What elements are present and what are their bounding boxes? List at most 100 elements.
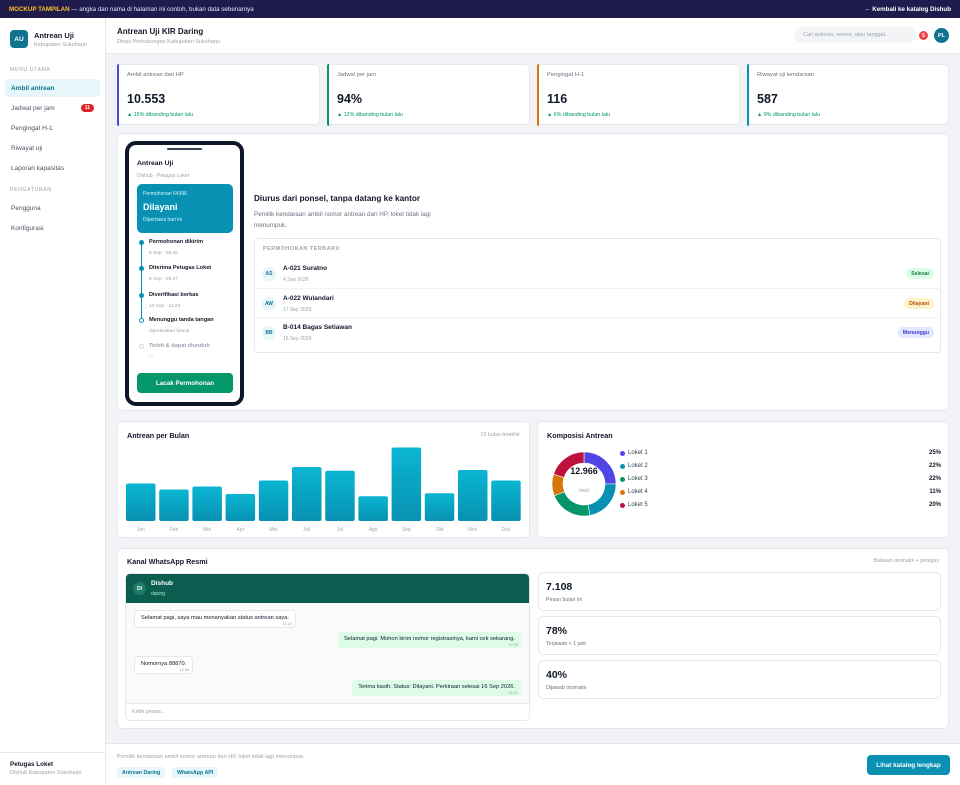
kpi-delta: ▲ 12% dibanding bulan lalu xyxy=(337,112,403,118)
queue-composition-card: Komposisi Antrean 12.966 total Loket 1 25… xyxy=(537,421,949,538)
sidebar-item-konfigurasi[interactable]: Konfigurasi xyxy=(5,219,100,237)
track-application-button[interactable]: Lacak Permohonan xyxy=(137,373,233,393)
timeline-dot-done xyxy=(139,293,144,298)
timeline-step-time: diperkirakan besok xyxy=(149,329,190,334)
application-status: Dilayani xyxy=(143,202,178,212)
kpi-value: 94% xyxy=(337,92,363,106)
phone-app-subtitle: Dishub · Petugas Loket xyxy=(137,173,189,179)
chat-message-outgoing: Selamat pagi. Mohon kirim nomor registra… xyxy=(337,632,521,648)
bar-ags xyxy=(358,496,388,521)
kpi-accent xyxy=(537,64,539,126)
bar-apr xyxy=(225,494,256,521)
bar-feb xyxy=(159,489,189,521)
user-avatar[interactable]: PL xyxy=(934,28,949,43)
kpi-label: Riwayat uji kendaraan xyxy=(757,72,815,78)
mockup-tag: MOCKUP TAMPILAN xyxy=(9,5,70,13)
timeline-dot-pending xyxy=(139,344,144,349)
chart-title: Komposisi Antrean xyxy=(547,431,613,440)
message-text: Selamat pagi, saya mau menanyakan status… xyxy=(141,615,289,621)
legend-value: 20% xyxy=(928,502,941,508)
sidebar-user: Petugas Loket Dishub Kabupaten Sukoharjo xyxy=(0,752,106,785)
application-status-card: Permohonan 64396 Dilayani Diperbarui har… xyxy=(137,184,233,233)
legend-item: Loket 1 25% xyxy=(620,449,941,459)
request-avatar: AS xyxy=(262,267,276,281)
legend-value: 11% xyxy=(929,489,941,495)
chat-message-incoming: Selamat pagi, saya mau menanyakan status… xyxy=(134,610,296,628)
message-time: 14.56 xyxy=(179,668,190,672)
whatsapp-stat: 40% Dijawab otomatis xyxy=(538,660,941,699)
chart-title: Antrean per Bulan xyxy=(127,431,190,440)
legend-label: Loket 3 xyxy=(628,476,648,482)
kpi-accent xyxy=(117,64,119,126)
request-row[interactable]: AS A-021 Suratno 4 Sep 2026 Selesai xyxy=(255,259,941,288)
donut-chart xyxy=(551,451,617,517)
request-row[interactable]: AW A-022 Wulandari 17 Sep 2026 Dilayani xyxy=(255,288,941,317)
sidebar-item-pengguna[interactable]: Pengguna xyxy=(5,199,100,217)
kpi-card: Ambil antrean dari HP 10.553 ▲ 15% diban… xyxy=(117,64,320,126)
bar-juli xyxy=(292,467,322,521)
kpi-delta: ▲ 6% dibanding bulan lalu xyxy=(547,112,610,118)
kpi-accent xyxy=(747,64,749,126)
sidebar-item-laporan[interactable]: Laporan kapasitas xyxy=(5,159,100,177)
legend-swatch xyxy=(620,477,625,482)
sidebar-item-pengingat[interactable]: Pengingat H-1 xyxy=(5,119,100,137)
recent-requests-label: PERMOHONAN TERBARU xyxy=(263,246,341,252)
footer-description: Pemilik kendaraan ambil nomor antrean da… xyxy=(117,754,305,760)
back-to-catalog-link[interactable]: ← Kembali ke katalog Dishub xyxy=(864,5,951,13)
settings-section-label: PENGATURAN xyxy=(10,187,52,193)
search-input[interactable]: Cari antrean, nomor, atau tanggal... xyxy=(794,27,916,43)
bar-axis-label: Jan xyxy=(137,527,145,533)
timeline-line xyxy=(141,243,142,322)
page-subtitle: Dinas Perhubungan Kabupaten Sukoharjo xyxy=(117,39,221,45)
timeline-step-time: — xyxy=(149,354,154,359)
sidebar-item-label: Ambil antrean xyxy=(11,84,55,92)
message-time: 11.24 xyxy=(282,622,292,626)
app-logo: AU xyxy=(10,30,28,48)
legend-item: Loket 5 20% xyxy=(620,501,941,511)
phone-mockup: Antrean Uji Dishub · Petugas Loket Permo… xyxy=(125,141,244,406)
donut-total-label: total xyxy=(579,488,589,494)
donut-slice-loket-5 xyxy=(553,451,585,478)
message-text: Terima kasih. Status: Dilayani. Perkiraa… xyxy=(358,684,515,690)
monthly-queue-card: Antrean per Bulan 12 bulan terakhir Jan F… xyxy=(117,421,530,538)
user-org: Dishub Kabupaten Sukoharjo xyxy=(10,770,82,776)
stat-label: Dijawab otomatis xyxy=(546,685,587,691)
banner-text: MOCKUP TAMPILAN — angka dan nama di hala… xyxy=(9,6,254,13)
chat-window: DI Dishub daring Selamat pagi, saya mau … xyxy=(125,573,530,721)
kpi-accent xyxy=(327,64,329,126)
request-name: B-014 Bagas Setiawan xyxy=(283,324,353,331)
timeline-step-title: Menunggu tanda tangan xyxy=(149,317,214,323)
chat-message-outgoing: Terima kasih. Status: Dilayani. Perkiraa… xyxy=(352,680,521,696)
kpi-card: Riwayat uji kendaraan 587 ▲ 9% dibanding… xyxy=(747,64,949,126)
page-footer: Pemilik kendaraan ambil nomor antrean da… xyxy=(106,743,960,785)
brand: AU Antrean Uji Kabupaten Sukoharjo xyxy=(0,18,105,48)
stat-label: Pesan bulan ini xyxy=(546,597,583,603)
sidebar: AU Antrean Uji Kabupaten Sukoharjo MENU … xyxy=(0,18,106,785)
donut-total-value: 12.966 xyxy=(570,466,598,476)
bar-chart: Jan Feb Mei Apr Mei Juli Jul Ags Sep Okt Nov Des xyxy=(126,447,521,533)
request-date: 4 Sep 2026 xyxy=(283,277,309,283)
sidebar-item-ambil-antrean[interactable]: Ambil antrean xyxy=(5,79,100,97)
application-number: Permohonan 64396 xyxy=(143,191,187,197)
stat-value: 40% xyxy=(546,669,568,681)
sidebar-item-riwayat[interactable]: Riwayat uji xyxy=(5,139,100,157)
legend-item: Loket 4 11% xyxy=(620,488,941,498)
message-time: 08.02 xyxy=(508,691,518,695)
stat-label: Terjawab < 1 jam xyxy=(546,641,587,647)
view-catalog-button[interactable]: Lihat katalog lengkap xyxy=(867,755,950,775)
sidebar-item-jadwal[interactable]: Jadwal per jam 11 xyxy=(5,99,100,117)
message-time: 12.16 xyxy=(508,643,518,647)
bar-okt xyxy=(424,493,455,521)
bar-axis-label: Mei xyxy=(203,527,211,533)
timeline-step-title: Diterima Petugas Loket xyxy=(149,265,212,271)
notification-badge[interactable]: 5 xyxy=(919,31,928,40)
status-badge: Selesai xyxy=(906,268,934,279)
status-badge: Menunggu xyxy=(897,327,934,338)
chat-message-input[interactable]: Ketik pesan... xyxy=(126,703,529,720)
request-date: 17 Sep 2026 xyxy=(283,307,312,313)
legend-label: Loket 2 xyxy=(628,463,648,469)
status-badge: Dilayani xyxy=(904,298,934,309)
kpi-label: Ambil antrean dari HP xyxy=(127,72,184,78)
bar-axis-label: Juli xyxy=(303,527,311,533)
request-row[interactable]: BB B-014 Bagas Setiawan 16 Sep 2026 Menu… xyxy=(255,317,941,346)
